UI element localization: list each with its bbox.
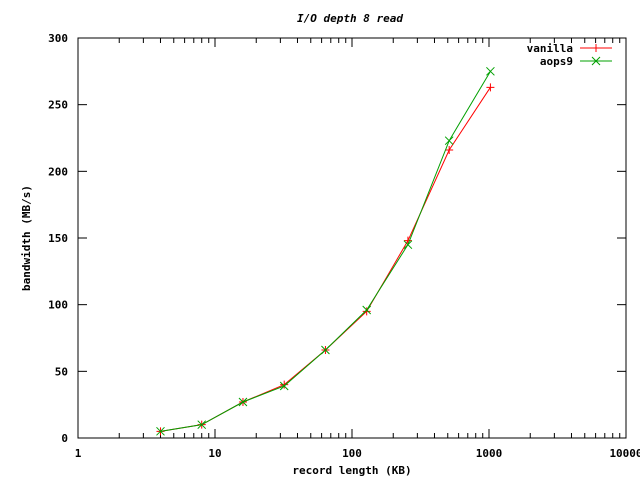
data-point [321,345,330,355]
chart-title: I/O depth 8 read [297,12,403,25]
series-line [160,87,491,432]
y-tick-label: 0 [61,432,68,445]
series-vanilla [156,83,495,436]
y-tick-label: 50 [55,365,68,378]
data-point [445,146,454,154]
series-aops9 [156,66,495,436]
data-point [279,381,289,391]
data-point [362,307,371,316]
data-point [362,305,372,315]
y-tick-label: 250 [48,99,68,112]
x-tick-label: 10000 [609,447,640,460]
x-tick-label: 100 [342,447,362,460]
legend-marker [592,44,600,52]
y-tick-label: 100 [48,299,68,312]
x-tick-label: 1000 [476,447,503,460]
y-tick-label: 200 [48,165,68,178]
legend-label: vanilla [527,42,573,55]
series-line [160,71,491,432]
data-point [238,397,248,407]
x-axis: 1 10 100 1000 10000 [75,38,640,460]
data-point [197,420,207,430]
plot-frame [77,37,627,439]
y-axis: 0 50 100 150 200 250 300 [48,32,626,445]
data-point [156,426,165,436]
y-tick-label: 150 [48,232,68,245]
data-point [486,83,495,92]
legend-label: aops9 [540,55,573,68]
data-point [444,136,454,146]
data-point [403,240,413,250]
x-tick-label: 1 [75,447,82,460]
data-point [280,380,289,389]
legend-marker [591,56,601,66]
data-point [486,66,495,76]
x-tick-label: 10 [208,447,221,460]
x-axis-label: record length (KB) [292,464,411,477]
y-axis-label: bandwidth (MB/s) [20,185,33,291]
series-layer [156,66,495,436]
y-tick-label: 300 [48,32,68,45]
